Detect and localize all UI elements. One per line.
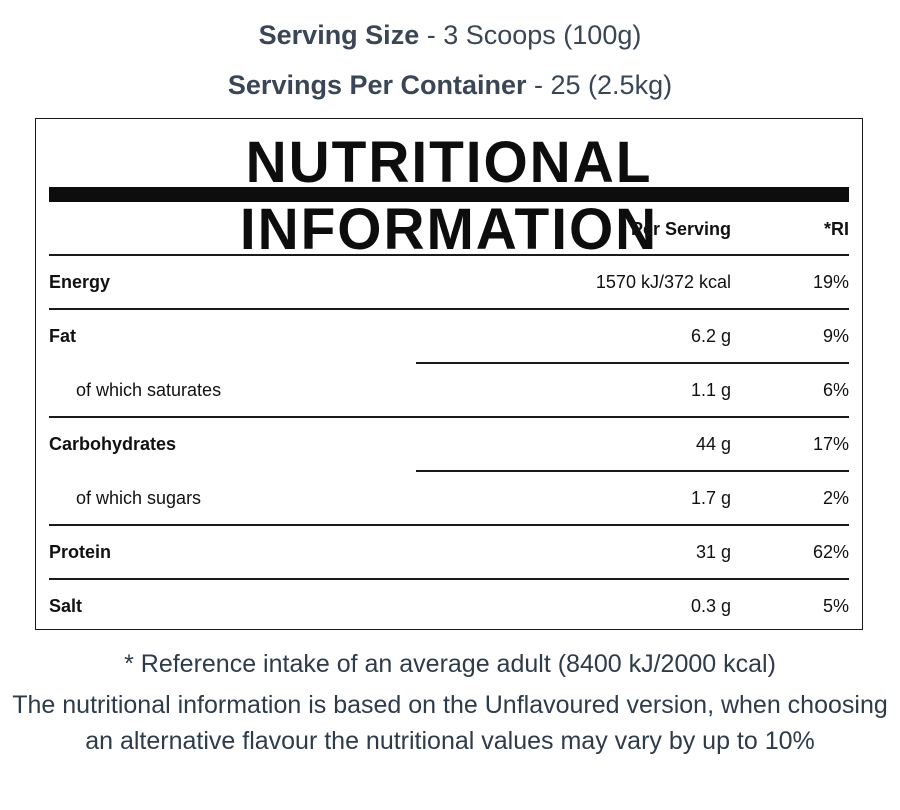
table-row-energy: Energy 1570 kJ/372 kcal 19% <box>49 255 849 309</box>
per-serving-value: 1.1 g <box>690 380 731 400</box>
nutrient-name: Salt <box>49 596 83 616</box>
table-header-row: Per Serving *RI <box>49 202 849 256</box>
ri-value: 6% <box>822 380 849 400</box>
ri-value: 19% <box>812 272 849 292</box>
servings-per-container-label: Servings Per Container <box>227 70 527 100</box>
title-divider-bar <box>49 187 849 202</box>
sub-row-divider <box>416 470 849 472</box>
row-divider <box>49 254 849 256</box>
per-serving-value: 1570 kJ/372 kcal <box>595 272 731 292</box>
per-serving-value: 0.3 g <box>690 596 731 616</box>
sub-row-divider <box>416 362 849 364</box>
table-row-saturates: of which saturates 1.1 g 6% <box>49 363 849 417</box>
per-serving-value: 44 g <box>695 434 731 454</box>
nutrition-table-title: NUTRITIONAL INFORMATION <box>239 130 659 262</box>
nutrient-name: of which saturates <box>76 380 222 400</box>
servings-per-container-line: Servings Per Container - 25 (2.5kg) <box>0 70 900 101</box>
row-divider <box>49 578 849 580</box>
nutrient-name: of which sugars <box>76 488 202 508</box>
reference-intake-note: * Reference intake of an average adult (… <box>124 650 776 678</box>
ri-value: 9% <box>822 326 849 346</box>
column-header-per-serving: Per Serving <box>630 219 731 239</box>
serving-size-label: Serving Size <box>258 20 420 50</box>
ri-value: 62% <box>812 542 849 562</box>
nutrient-name: Energy <box>49 272 111 292</box>
servings-per-container-value: - 25 (2.5kg) <box>526 70 673 100</box>
nutrient-name: Fat <box>49 326 76 346</box>
table-row-salt: Salt 0.3 g 5% <box>49 579 849 633</box>
row-divider <box>49 524 849 526</box>
ri-value: 17% <box>812 434 849 454</box>
per-serving-value: 6.2 g <box>690 326 731 346</box>
ri-value: 2% <box>822 488 849 508</box>
table-row-sugars: of which sugars 1.7 g 2% <box>49 471 849 525</box>
flavour-disclaimer: The nutritional information is based on … <box>12 691 888 755</box>
row-divider <box>49 308 849 310</box>
ri-value: 5% <box>822 596 849 616</box>
table-row-fat: Fat 6.2 g 9% <box>49 309 849 363</box>
nutrition-table: NUTRITIONAL INFORMATION Per Serving *RI … <box>35 118 863 630</box>
table-row-carbohydrates: Carbohydrates 44 g 17% <box>49 417 849 471</box>
column-header-ri: *RI <box>823 219 849 239</box>
table-row-protein: Protein 31 g 62% <box>49 525 849 579</box>
serving-size-line: Serving Size - 3 Scoops (100g) <box>0 20 900 51</box>
row-divider <box>49 416 849 418</box>
per-serving-value: 31 g <box>695 542 731 562</box>
per-serving-value: 1.7 g <box>690 488 731 508</box>
nutrient-name: Carbohydrates <box>49 434 177 454</box>
nutrient-name: Protein <box>49 542 112 562</box>
serving-size-value: - 3 Scoops (100g) <box>419 20 642 50</box>
